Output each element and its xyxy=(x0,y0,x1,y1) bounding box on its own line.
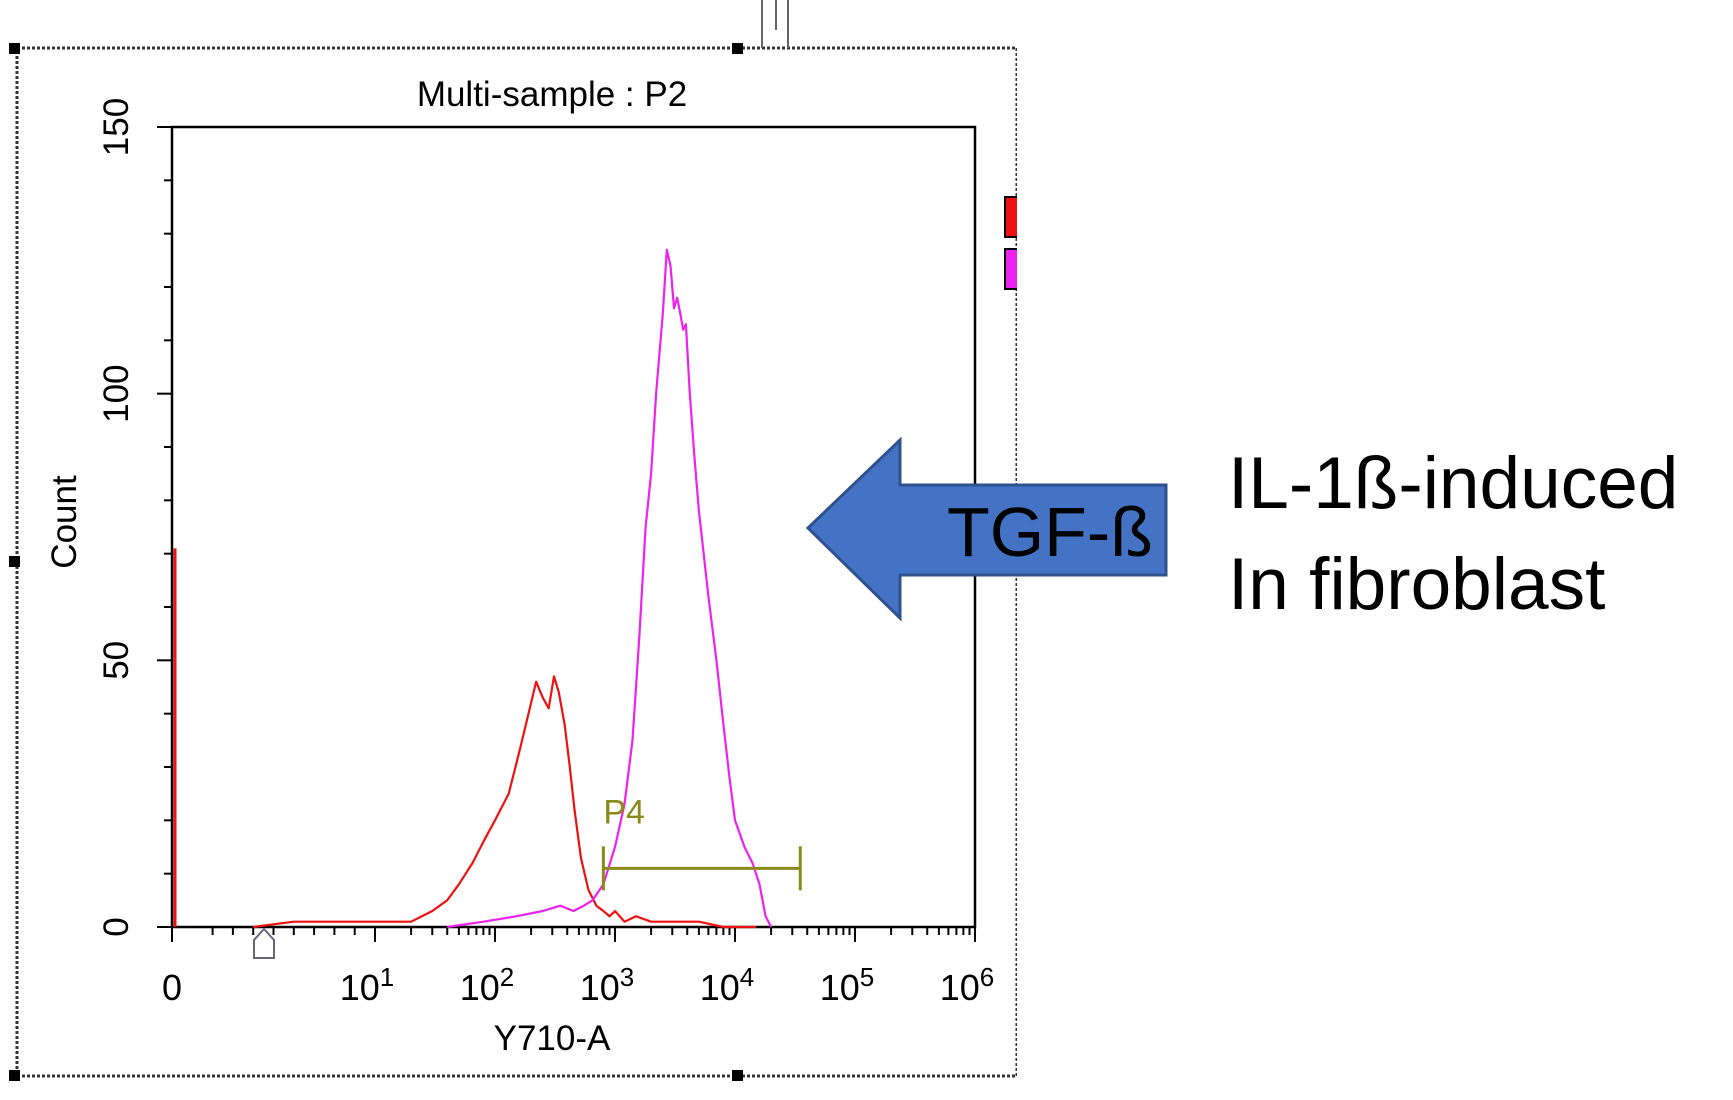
caption-line: IL-1ß-induced xyxy=(1228,443,1679,524)
slide-caption: IL-1ß-induced In fibroblast xyxy=(1228,433,1728,635)
x-tick-label: 102 xyxy=(460,962,515,1008)
selection-handle[interactable] xyxy=(732,43,743,54)
caption-line: In fibroblast xyxy=(1228,544,1606,625)
selection-handle[interactable] xyxy=(9,556,20,567)
x-tick-label: 103 xyxy=(580,962,635,1008)
y-axis-label: Count xyxy=(45,475,84,569)
y-tick-label: 0 xyxy=(97,917,136,936)
x-tick-label: 106 xyxy=(940,962,995,1008)
x-tick-label: 0 xyxy=(162,967,182,1008)
chart-title: Multi-sample : P2 xyxy=(417,75,687,114)
threshold-marker[interactable] xyxy=(253,927,275,959)
y-tick-label: 100 xyxy=(97,364,136,422)
x-tick-label: 101 xyxy=(340,962,395,1008)
annotation-arrow xyxy=(805,436,1168,622)
x-tick-label: 104 xyxy=(700,962,755,1008)
gate-label: P4 xyxy=(603,793,645,831)
connector-bracket xyxy=(761,0,789,48)
x-axis-label: Y710-A xyxy=(494,1019,611,1058)
selection-handle[interactable] xyxy=(732,1070,743,1081)
selection-handle[interactable] xyxy=(9,1070,20,1081)
x-tick-label: 105 xyxy=(820,962,875,1008)
arrow-label: TGF-ß xyxy=(947,493,1153,571)
histogram-series xyxy=(447,248,773,929)
selection-handle[interactable] xyxy=(9,43,20,54)
y-tick-label: 50 xyxy=(97,641,136,680)
histogram-series xyxy=(253,675,757,929)
y-tick-label: 150 xyxy=(97,98,136,156)
